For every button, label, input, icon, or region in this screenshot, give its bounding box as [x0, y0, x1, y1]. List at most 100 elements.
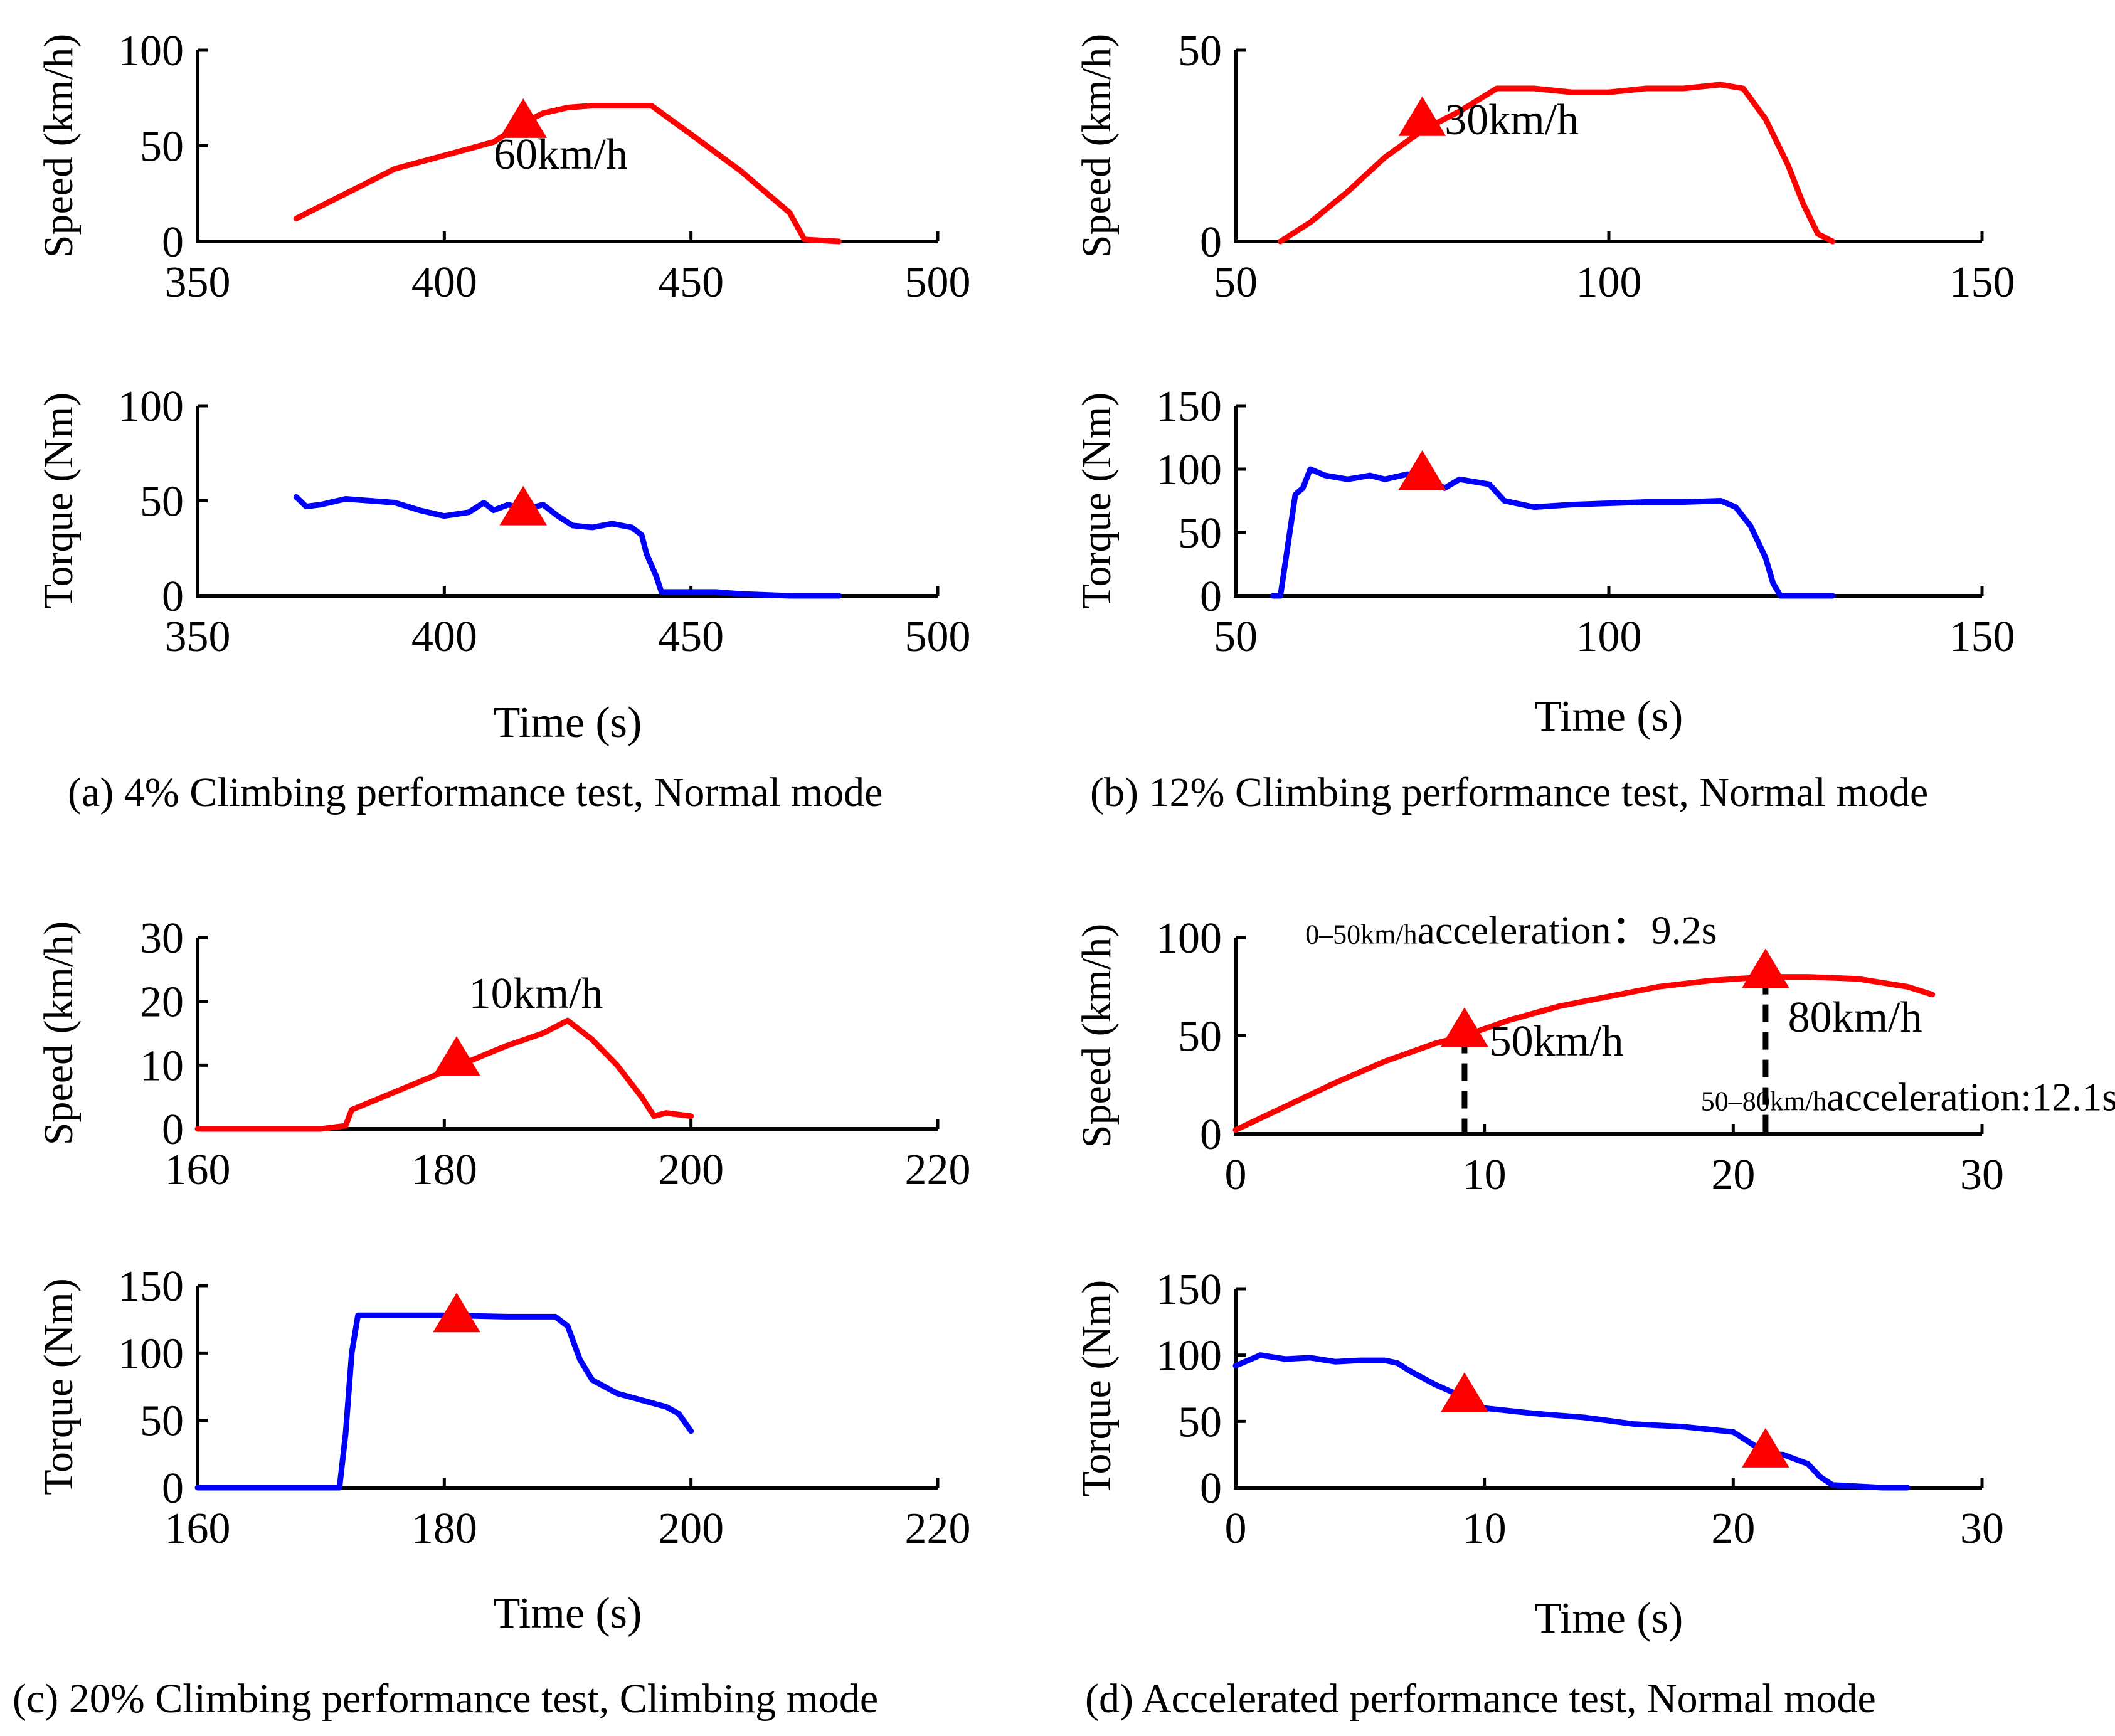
y-tick-label: 100	[118, 1330, 184, 1378]
x-axis-label: Time (s)	[1535, 1594, 1683, 1643]
x-tick-label: 450	[658, 613, 724, 661]
x-tick-label: 160	[165, 1146, 231, 1194]
x-tick-label: 20	[1711, 1151, 1755, 1199]
chart-c-torque: 160 180 200 220 0 50 100 150 Torque (Nm) Time (s)	[36, 1262, 971, 1638]
chart-c-speed: 160 180 200 220 0 10 20 30 Speed (km/h) 10km/h	[36, 914, 971, 1194]
x-tick-label: 10	[1463, 1505, 1507, 1553]
x-tick-label: 0	[1225, 1505, 1247, 1553]
x-axis-label: Time (s)	[494, 699, 642, 747]
y-tick-label: 50	[140, 1397, 184, 1446]
series-line-speed	[194, 1017, 694, 1132]
triangle-marker	[499, 485, 547, 526]
y-axis-label: Torque (Nm)	[36, 393, 82, 609]
triangle-marker	[1398, 96, 1446, 136]
x-tick-label: 350	[165, 258, 231, 307]
y-tick-label: 50	[1178, 1013, 1222, 1061]
x-axis-label: Time (s)	[1535, 692, 1683, 741]
x-tick-label: 150	[1949, 613, 2015, 661]
y-tick-label: 100	[118, 383, 184, 431]
annotation-label: 10km/h	[469, 970, 603, 1018]
series-line-speed	[1277, 82, 1836, 245]
chart-a-speed: 350 400 450 500 0 50 100 Speed (km/h) 60km/h	[36, 27, 971, 307]
y-tick-label: 150	[1156, 383, 1222, 431]
x-tick-label: 400	[411, 613, 477, 661]
series-line-speed	[1232, 974, 1936, 1133]
annotation-range: 50–80km/h	[1701, 1086, 1826, 1116]
annotation-label: 30km/h	[1444, 96, 1579, 144]
annotation-range: 0–50km/h	[1305, 919, 1417, 950]
annotation-label: 80km/h	[1788, 993, 1922, 1042]
chart-a-torque: 350 400 450 500 0 50 100 Torque (Nm) Time (s)	[36, 383, 971, 747]
x-tick-label: 50	[1214, 613, 1258, 661]
x-tick-label: 350	[165, 613, 231, 661]
x-tick-label: 220	[905, 1505, 971, 1553]
y-tick-label: 100	[1156, 1332, 1222, 1380]
y-tick-label: 100	[1156, 914, 1222, 963]
x-tick-label: 180	[411, 1505, 477, 1553]
x-tick-label: 400	[411, 258, 477, 307]
y-tick-label: 50	[140, 123, 184, 171]
y-axis-label: Torque (Nm)	[1074, 1280, 1120, 1496]
y-tick-label: 0	[162, 218, 184, 267]
triangle-marker	[1742, 948, 1789, 988]
y-tick-label: 50	[1178, 1398, 1222, 1446]
annotation-label: 60km/h	[494, 130, 628, 179]
x-tick-label: 220	[905, 1146, 971, 1194]
x-axis-label: Time (s)	[494, 1589, 642, 1638]
y-tick-label: 30	[140, 914, 184, 963]
x-tick-label: 100	[1576, 613, 1642, 661]
y-axis-label: Torque (Nm)	[36, 1278, 82, 1495]
y-tick-label: 150	[1156, 1266, 1222, 1314]
series-line-speed	[293, 103, 842, 245]
y-tick-label: 150	[118, 1262, 184, 1311]
y-tick-label: 50	[1178, 509, 1222, 558]
annotation-label: 50km/h	[1490, 1017, 1624, 1066]
series-line-torque	[293, 494, 842, 599]
y-tick-label: 50	[140, 478, 184, 526]
x-tick-label: 450	[658, 258, 724, 307]
x-tick-label: 150	[1949, 258, 2015, 307]
x-tick-label: 200	[658, 1146, 724, 1194]
caption-c: (c) 20% Climbing performance test, Climb…	[13, 1676, 878, 1722]
x-tick-label: 500	[905, 258, 971, 307]
x-tick-label: 30	[1960, 1151, 2004, 1199]
x-tick-label: 500	[905, 613, 971, 661]
triangle-marker	[1441, 1007, 1488, 1047]
y-tick-label: 0	[1200, 1111, 1222, 1159]
caption-b: (b) 12% Climbing performance test, Norma…	[1090, 770, 1928, 815]
x-tick-label: 180	[411, 1146, 477, 1194]
y-tick-label: 10	[140, 1042, 184, 1090]
x-tick-label: 30	[1960, 1505, 2004, 1553]
triangle-marker	[1441, 1372, 1488, 1412]
triangle-marker	[499, 98, 547, 138]
x-tick-label: 200	[658, 1505, 724, 1553]
triangle-marker	[433, 1036, 480, 1076]
y-tick-label: 20	[140, 978, 184, 1027]
series-line-torque	[1270, 466, 1836, 599]
triangle-marker	[1742, 1427, 1789, 1468]
y-tick-label: 100	[118, 27, 184, 75]
y-axis-label: Speed (km/h)	[36, 921, 82, 1145]
y-tick-label: 0	[162, 1464, 184, 1513]
chart-d-torque: 0 10 20 30 0 50 100 150 Torque (Nm) Time (s)	[1074, 1266, 2004, 1643]
y-tick-label: 0	[162, 573, 184, 621]
series-line-torque	[1232, 1352, 1911, 1491]
triangle-marker	[1398, 450, 1446, 490]
triangle-marker	[433, 1293, 480, 1333]
series-line-torque	[194, 1312, 694, 1491]
y-tick-label: 50	[1178, 27, 1222, 75]
y-axis-label: Speed (km/h)	[1074, 34, 1120, 258]
y-tick-label: 100	[1156, 446, 1222, 494]
y-tick-label: 0	[1200, 573, 1222, 621]
x-tick-label: 100	[1576, 258, 1642, 307]
x-tick-label: 50	[1214, 258, 1258, 307]
chart-d-speed: 0 10 20 30 0 50 100 Speed (km/h) 50km/h 80km/h 0–5…	[1074, 908, 2115, 1199]
y-axis-label: Torque (Nm)	[1074, 393, 1120, 609]
y-axis-label: Speed (km/h)	[1074, 924, 1120, 1148]
annotation-label: 50–80km/hacceleration:12.1s	[1701, 1074, 2115, 1119]
annotation-text: acceleration:12.1s	[1826, 1074, 2115, 1119]
